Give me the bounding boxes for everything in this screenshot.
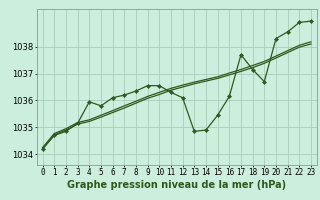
X-axis label: Graphe pression niveau de la mer (hPa): Graphe pression niveau de la mer (hPa) — [67, 180, 286, 190]
